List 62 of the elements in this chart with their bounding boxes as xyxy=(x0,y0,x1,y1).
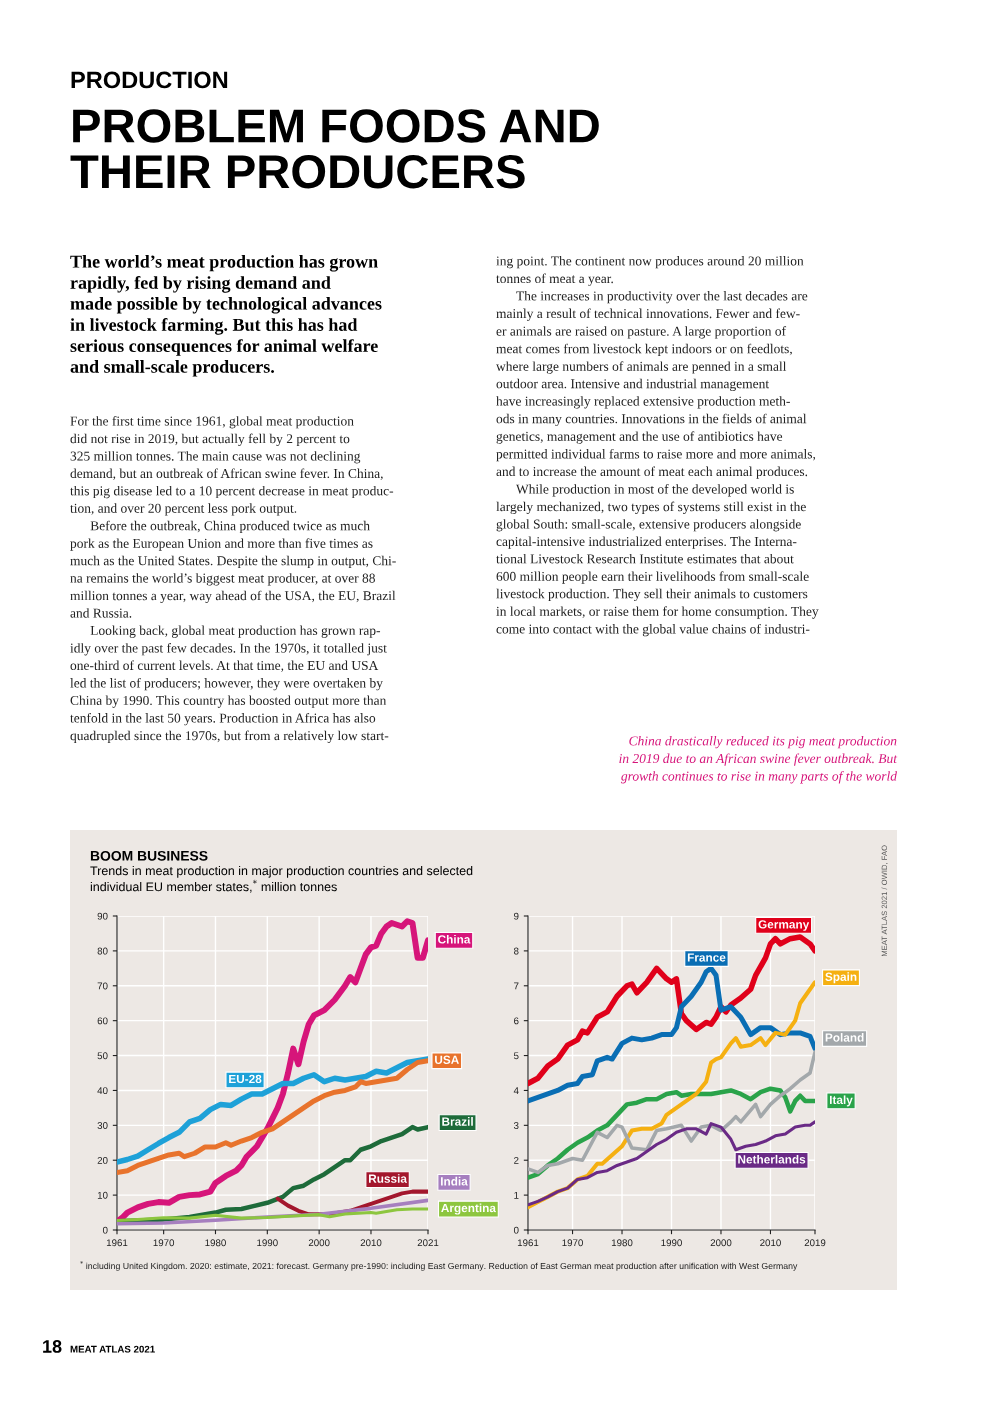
y-tick-label: 4 xyxy=(513,1087,519,1094)
y-tick-label: 3 xyxy=(513,1122,519,1129)
chart-subtitle: Trends in meat production in major production countries and selected individual EU member states,$^{*}$ million tonnes xyxy=(90,866,473,893)
x-tick-label: 2010 xyxy=(760,1239,781,1247)
x-tick-label: 1970 xyxy=(562,1239,583,1247)
series-label: Brazil xyxy=(442,1117,473,1126)
text: For the first time since 1961, global meat production did not rise in 2019, but actually fell by 2 percent to 325 million tonnes. The main cause was not declining demand, but an outbreak of African swine fever. In China, this pig disease led to a 10 percent decrease in meat produc- tion, and over 20 percent less pork output. Before the outbreak, China produced twice as much pork as the European Union and more than five times as much as the United States. Despite the slump in output, Chi- na remains the world’s biggest meat producer, at over 88 million tonnes a year, way ahead of the USA, the EU, Brazil and Russia. Looking back, global meat production has grown rap- idly over the past few decades. In the 1970s, it totalled just one-third of current levels. At that time, the EU and USA led the list of producers; however, they were overtaken by China by 1990. This country has boosted output more than tenfold in the last 50 years. Production in Africa has also quadrupled since the 1970s, but from a relatively low start- xyxy=(70,416,396,743)
series-label: France xyxy=(687,953,726,962)
y-tick-label: 20 xyxy=(97,1156,108,1164)
text: PROBLEM FOODS AND THEIR PRODUCERS xyxy=(70,109,599,189)
x-tick-label: 2000 xyxy=(308,1239,330,1247)
x-tick-label: 2000 xyxy=(710,1239,732,1247)
x-tick-label: 1970 xyxy=(153,1239,175,1247)
line-series xyxy=(117,1207,428,1223)
y-tick-label: 70 xyxy=(97,982,108,990)
line-series xyxy=(528,1120,815,1207)
y-tick-label: 8 xyxy=(513,947,519,955)
y-tick-label: 60 xyxy=(97,1017,108,1025)
line-series xyxy=(528,1086,815,1180)
x-tick-label: 2010 xyxy=(360,1239,382,1247)
x-tick-label: 2021 xyxy=(417,1239,439,1247)
y-tick-label: 80 xyxy=(97,947,108,955)
text: China drastically reduced its pig meat production in 2019 due to an African swine fever outbreak. But growth continues to rise in many parts of the world xyxy=(619,736,898,784)
series-label: Germany xyxy=(758,920,810,931)
text: $^{*}$ including United Kingdom. 2020: estimate, 2021: forecast. Germany pre-1990: including East Germany. Reduction of East German meat production after unification with West Germany xyxy=(80,1261,798,1271)
x-tick-label: 1980 xyxy=(611,1239,633,1247)
x-tick-label: 1961 xyxy=(106,1239,128,1247)
text: The world’s meat production has grown rapidly, fed by rising demand and made possible by technological advances in livestock farming. But this has had serious consequences for animal welfare and small-scale producers. xyxy=(70,255,382,377)
y-tick-label: 40 xyxy=(97,1087,108,1095)
text: ing point. The continent now produces around 20 million tonnes of meat a year. The increases in productivity over the last decades are mainly a result of technical innovations. Fewer and few- er animals are raised on pasture. A large proportion of meat comes from livestock kept indoors or on feedlots, where large numbers of animals are penned in a small outdoor area. Intensive and industrial management have increasingly replaced extensive production meth- ods in many countries. Innovations in the fields of animal genetics, management and the use of antibiotics have permitted individual farms to raise more and more animals, and to increase the amount of meat each animal produces. While production in most of the developed world is largely mechanized, two types of systems still exist in the global South: small-scale, extensive producers alongside capital-intensive industrialized enterprises. The Interna- tional Livestock Research Institute estimates that about 600 million people earn their livelihoods from small-scale livestock production. They sell their animals to customers in local markets, or raise them for home consumption. They come into contact with the global value chains of industri- xyxy=(496,256,819,637)
text: PRODUCTION xyxy=(71,71,228,89)
series-label: India xyxy=(441,1176,468,1186)
x-tick-label: 1990 xyxy=(661,1239,682,1247)
y-tick-label: 5 xyxy=(513,1052,519,1060)
chart-title: BOOM BUSINESS xyxy=(90,850,208,861)
y-tick-label: 2 xyxy=(514,1156,519,1164)
x-tick-label: 1980 xyxy=(205,1239,226,1247)
y-tick-label: 30 xyxy=(97,1122,108,1129)
y-tick-label: 9 xyxy=(514,912,519,920)
series-label: USA xyxy=(435,1055,459,1064)
x-tick-label: 1990 xyxy=(257,1239,278,1247)
y-tick-label: 90 xyxy=(97,912,108,920)
text: 18 xyxy=(43,1340,62,1353)
y-tick-label: 0 xyxy=(102,1226,108,1234)
series-label: Netherlands xyxy=(738,1154,806,1164)
x-tick-label: 2019 xyxy=(804,1239,826,1247)
series-label: Spain xyxy=(825,972,857,984)
line-series xyxy=(528,1050,815,1175)
series-label: Argentina xyxy=(441,1203,497,1215)
series-label: EU-28 xyxy=(229,1074,262,1084)
text: MEAT ATLAS 2021 xyxy=(70,1345,155,1353)
series-label: China xyxy=(438,934,471,944)
y-tick-label: 10 xyxy=(97,1191,108,1199)
x-tick-label: 1961 xyxy=(517,1239,539,1247)
y-tick-label: 7 xyxy=(514,982,519,990)
y-tick-label: 6 xyxy=(514,1017,519,1025)
y-tick-label: 0 xyxy=(513,1226,519,1234)
y-tick-label: 1 xyxy=(514,1191,519,1199)
series-label: Poland xyxy=(825,1033,864,1042)
series-label: Italy xyxy=(829,1095,853,1107)
y-tick-label: 50 xyxy=(97,1052,108,1060)
series-label: Russia xyxy=(369,1174,408,1183)
